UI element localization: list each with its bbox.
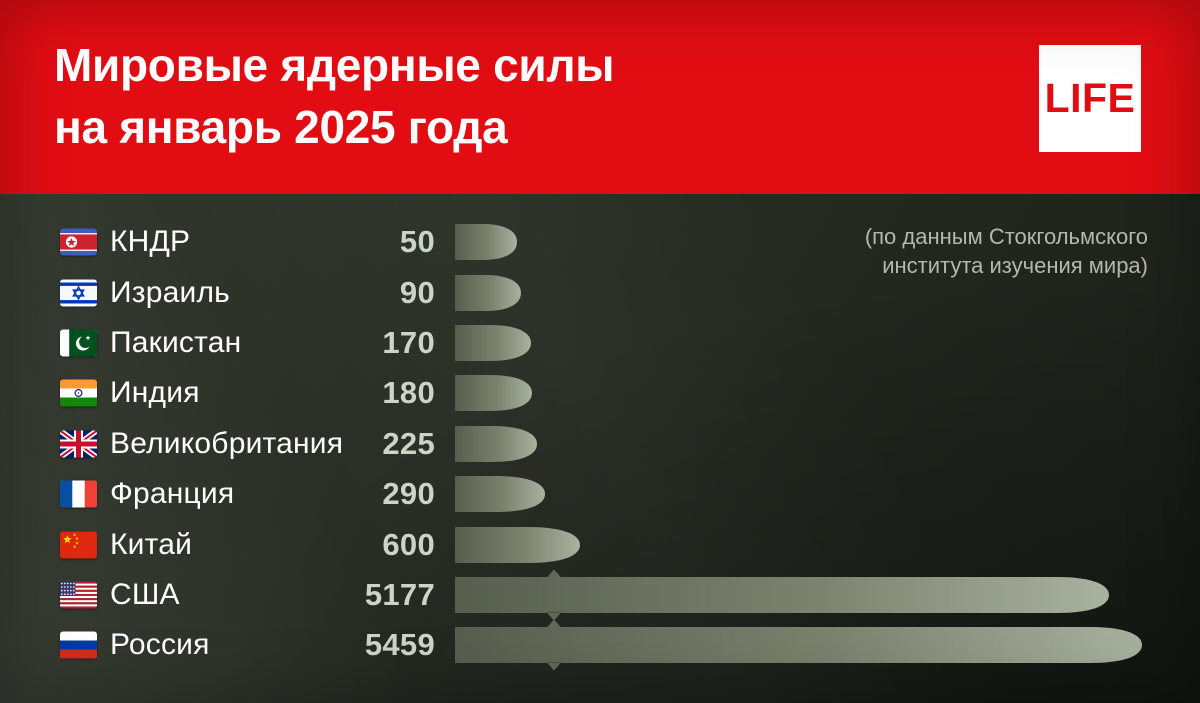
missile-bar bbox=[455, 367, 532, 419]
flag-fr-icon bbox=[60, 480, 97, 508]
country-name: Россия bbox=[110, 628, 210, 662]
flag-in-icon bbox=[60, 379, 97, 407]
missile-bar bbox=[455, 267, 521, 319]
country-name: США bbox=[110, 577, 180, 611]
country-row-fr: Франция 290 bbox=[60, 469, 1200, 519]
country-value: 600 bbox=[382, 526, 435, 562]
country-name: Индия bbox=[110, 376, 200, 410]
country-row-pk: Пакистан 170 bbox=[60, 318, 1200, 368]
source-note-line1: (по данным Стокгольмского bbox=[864, 224, 1148, 249]
country-row-gb: Великобритания 225 bbox=[60, 419, 1200, 469]
flag-gb-icon bbox=[60, 430, 97, 458]
flag-pk-icon bbox=[60, 329, 97, 357]
source-note: (по данным Стокгольмского института изуч… bbox=[865, 222, 1148, 280]
country-name: Франция bbox=[110, 477, 235, 511]
country-row-kp: КНДР 50 bbox=[60, 217, 1200, 267]
country-value: 290 bbox=[382, 476, 435, 512]
missile-bar bbox=[455, 317, 531, 369]
life-logo: LIFE bbox=[1039, 45, 1141, 152]
missile-bar bbox=[455, 216, 517, 268]
chart-rows: КНДР 50 Израиль 90 Пакистан 170 Индия 180 Велико… bbox=[60, 217, 1200, 671]
country-name: Великобритания bbox=[110, 426, 344, 460]
flag-kp-icon bbox=[60, 228, 97, 256]
country-value: 170 bbox=[382, 324, 435, 360]
country-value: 225 bbox=[382, 425, 435, 461]
country-value: 5459 bbox=[364, 627, 435, 663]
country-value: 180 bbox=[382, 375, 435, 411]
country-value: 50 bbox=[399, 224, 435, 260]
flag-cn-icon bbox=[60, 531, 97, 559]
missile-bar bbox=[455, 569, 1109, 621]
flag-us-icon bbox=[60, 581, 97, 609]
country-row-il: Израиль 90 bbox=[60, 267, 1200, 317]
country-row-cn: Китай 600 bbox=[60, 519, 1200, 569]
page-title-line2: на январь 2025 года bbox=[54, 101, 508, 153]
country-name: Израиль bbox=[110, 275, 230, 309]
page-title: Мировые ядерные силы на январь 2025 года bbox=[54, 34, 615, 158]
country-name: КНДР bbox=[110, 225, 191, 259]
missile-bar bbox=[455, 468, 545, 520]
header-band: Мировые ядерные силы на январь 2025 года… bbox=[0, 0, 1200, 194]
flag-ru-icon bbox=[60, 631, 97, 659]
country-row-us: США 5177 bbox=[60, 569, 1200, 621]
missile-bar bbox=[455, 619, 1142, 671]
country-name: Китай bbox=[110, 527, 193, 561]
country-name: Пакистан bbox=[110, 325, 242, 359]
life-logo-text: LIFE bbox=[1044, 75, 1136, 121]
page-title-line1: Мировые ядерные силы bbox=[54, 39, 615, 91]
missile-bar bbox=[455, 418, 537, 470]
flag-il-icon bbox=[60, 279, 97, 307]
missile-bar bbox=[455, 519, 580, 571]
country-row-in: Индия 180 bbox=[60, 368, 1200, 418]
country-value: 90 bbox=[399, 274, 435, 310]
country-row-ru: Россия 5459 bbox=[60, 619, 1200, 671]
country-value: 5177 bbox=[364, 576, 435, 612]
source-note-line2: института изучения мира) bbox=[882, 253, 1148, 278]
